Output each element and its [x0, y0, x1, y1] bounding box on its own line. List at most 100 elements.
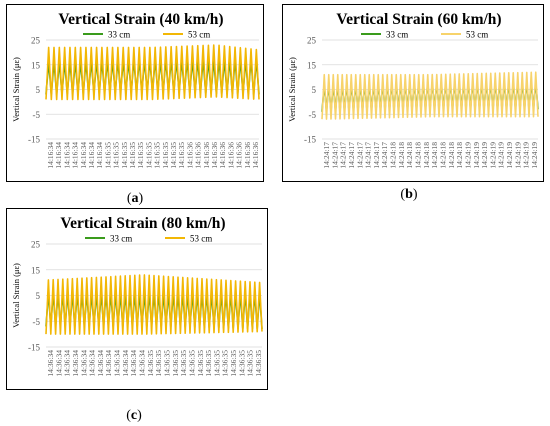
legend-label-0: 33 cm [108, 30, 130, 40]
x-tick-label: 14:24:17 [322, 142, 331, 169]
x-tick-label: 14:16:36 [251, 142, 260, 169]
y-tick-label: 15 [31, 60, 41, 70]
x-tick-label: 14:16:34 [87, 142, 96, 169]
caption-c-open: ( [126, 408, 131, 423]
y-tick-label: 25 [31, 36, 41, 46]
x-tick-label: 14:36:34 [46, 350, 55, 377]
y-tick-label: 25 [31, 240, 41, 250]
x-tick-label: 14:36:35 [229, 350, 238, 377]
x-tick-label: 14:36:34 [138, 350, 147, 377]
x-tick-label: 14:16:34 [79, 142, 88, 169]
x-tick-label: 14:24:19 [472, 142, 481, 169]
x-tick-label: 14:36:34 [129, 350, 138, 377]
x-tick-label: 14:16:34 [62, 142, 71, 169]
y-tick-label: 5 [36, 291, 41, 301]
x-tick-label: 14:24:17 [355, 142, 364, 169]
x-tick-label: 14:24:17 [380, 142, 389, 169]
x-tick-label: 14:16:36 [185, 142, 194, 169]
x-tick-label: 14:16:35 [161, 142, 170, 169]
y-tick-label: -15 [28, 343, 40, 353]
chart-title: Vertical Strain (40 km/h) [58, 11, 223, 28]
x-tick-label: 14:16:35 [169, 142, 178, 169]
x-tick-label: 14:36:35 [163, 350, 172, 377]
x-tick-label: 14:36:34 [104, 350, 113, 377]
x-tick-label: 14:24:17 [347, 142, 356, 169]
x-tick-label: 14:16:36 [226, 142, 235, 169]
x-tick-label: 14:36:35 [146, 350, 155, 377]
x-tick-label: 14:36:34 [113, 350, 122, 377]
x-tick-label: 14:16:36 [243, 142, 252, 169]
y-axis-label: Vertical Strain (με) [11, 263, 21, 328]
y-tick-label: 25 [307, 36, 317, 46]
x-tick-label: 14:36:35 [196, 350, 205, 377]
caption-a-letter: a [131, 191, 139, 206]
legend-label-0: 33 cm [386, 30, 408, 40]
x-tick-label: 14:36:35 [246, 350, 255, 377]
series-line-1 [321, 71, 539, 120]
y-axis-label: Vertical Strain (με) [11, 57, 21, 122]
x-tick-label: 14:24:18 [414, 142, 423, 169]
x-tick-label: 14:16:36 [218, 142, 227, 169]
x-tick-label: 14:24:19 [522, 142, 531, 169]
x-tick-label: 14:36:35 [221, 350, 230, 377]
x-tick-label: 14:24:18 [405, 142, 414, 169]
caption-b-letter: b [405, 187, 413, 202]
x-tick-label: 14:36:34 [121, 350, 130, 377]
x-tick-label: 14:24:19 [513, 142, 522, 169]
x-tick-label: 14:16:34 [54, 142, 63, 169]
x-tick-label: 14:36:34 [96, 350, 105, 377]
chart-frame [6, 4, 264, 182]
x-tick-label: 14:16:34 [95, 142, 104, 169]
x-tick-label: 14:16:34 [46, 142, 55, 169]
caption-b-close: ) [412, 187, 418, 202]
x-tick-label: 14:36:35 [212, 350, 221, 377]
legend-label-1: 53 cm [188, 30, 210, 40]
x-tick-label: 14:36:35 [254, 350, 263, 377]
caption-c-close: ) [137, 408, 142, 423]
x-tick-label: 14:16:36 [210, 142, 219, 169]
caption-b-open: ( [400, 187, 406, 202]
x-tick-label: 14:24:18 [389, 142, 398, 169]
chart-panel-b: Vertical Strain (60 km/h) 33 cm 53 cm 25 15 5… [282, 4, 544, 182]
chart-panel-c: Vertical Strain (80 km/h) 33 cm 53 cm 25 15 5… [6, 208, 268, 390]
y-tick-label: -5 [33, 317, 41, 327]
x-tick-label: 14:24:18 [439, 142, 448, 169]
caption-c-letter: c [130, 408, 138, 423]
x-tick-label: 14:24:19 [530, 142, 539, 169]
x-tick-label: 14:16:36 [202, 142, 211, 169]
legend-label-0: 33 cm [110, 234, 132, 244]
x-tick-label: 14:36:35 [204, 350, 213, 377]
x-tick-label: 14:16:35 [153, 142, 162, 169]
x-tick-label: 14:24:19 [488, 142, 497, 169]
chart-title: Vertical Strain (60 km/h) [336, 11, 501, 28]
x-tick-label: 14:16:35 [120, 142, 129, 169]
y-axis-label: Vertical Strain (με) [287, 57, 297, 122]
x-tick-label: 14:36:34 [63, 350, 72, 377]
x-tick-label: 14:24:18 [422, 142, 431, 169]
y-tick-label: 15 [307, 60, 317, 70]
legend-label-1: 53 cm [466, 30, 488, 40]
x-tick-label: 14:36:34 [54, 350, 63, 377]
x-tick-label: 14:24:17 [364, 142, 373, 169]
x-tick-label: 14:16:36 [194, 142, 203, 169]
x-tick-label: 14:24:19 [497, 142, 506, 169]
caption-b: (b) [389, 187, 429, 203]
x-tick-label: 14:16:36 [235, 142, 244, 169]
x-tick-label: 14:16:34 [71, 142, 80, 169]
x-tick-label: 14:24:19 [463, 142, 472, 169]
y-tick-label: -15 [28, 135, 40, 145]
x-tick-label: 14:36:35 [187, 350, 196, 377]
x-tick-label: 14:24:19 [505, 142, 514, 169]
y-tick-label: -15 [304, 135, 316, 145]
series-line-1 [45, 44, 260, 101]
y-tick-label: -5 [309, 110, 317, 120]
chart-title: Vertical Strain (80 km/h) [60, 215, 225, 232]
x-tick-label: 14:24:18 [455, 142, 464, 169]
x-tick-label: 14:24:18 [430, 142, 439, 169]
chart-c: Vertical Strain (80 km/h) 33 cm 53 cm 25 15 5… [6, 208, 268, 390]
x-tick-label: 14:16:35 [177, 142, 186, 169]
caption-a: (a) [115, 191, 155, 207]
x-tick-label: 14:36:34 [71, 350, 80, 377]
series-line-1 [45, 274, 263, 335]
x-tick-label: 14:16:35 [128, 142, 137, 169]
